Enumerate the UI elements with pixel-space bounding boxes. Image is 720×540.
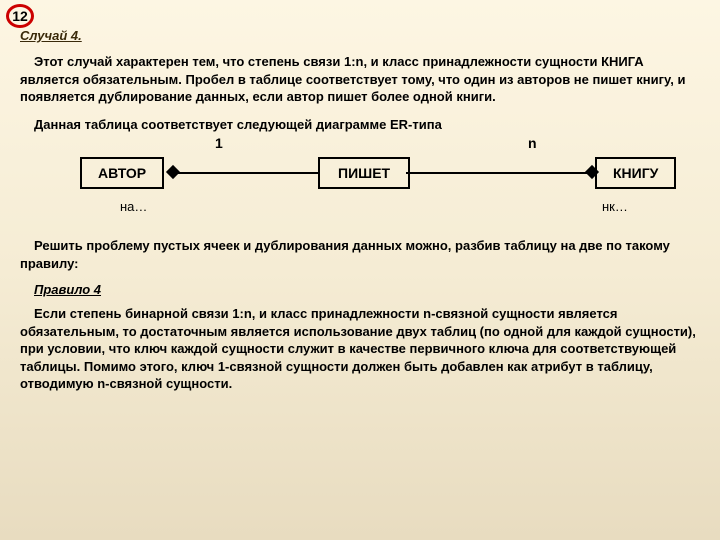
line-right bbox=[406, 172, 595, 174]
er-diagram: 1 n АВТОР ПИШЕТ КНИГУ на… нк… bbox=[20, 143, 704, 223]
sublabel-right: нк… bbox=[602, 199, 628, 214]
content-area: Случай 4. Этот случай характерен тем, чт… bbox=[0, 0, 720, 413]
page-number: 12 bbox=[6, 4, 34, 28]
dot-left bbox=[166, 165, 180, 179]
paragraph-3: Решить проблему пустых ячеек и дублирова… bbox=[20, 237, 704, 272]
paragraph-1: Этот случай характерен тем, что степень … bbox=[20, 53, 704, 106]
entity-author: АВТОР bbox=[80, 157, 164, 189]
line-left bbox=[170, 172, 318, 174]
sublabel-left: на… bbox=[120, 199, 147, 214]
cardinality-right: n bbox=[528, 135, 537, 151]
relationship-writes: ПИШЕТ bbox=[318, 157, 410, 189]
cardinality-left: 1 bbox=[215, 135, 223, 151]
paragraph-4: Если степень бинарной связи 1:n, и класс… bbox=[20, 305, 704, 393]
paragraph-2: Данная таблица соответствует следующей д… bbox=[20, 116, 704, 134]
entity-book: КНИГУ bbox=[595, 157, 676, 189]
rule-title: Правило 4 bbox=[20, 282, 704, 297]
case-title: Случай 4. bbox=[20, 28, 704, 43]
